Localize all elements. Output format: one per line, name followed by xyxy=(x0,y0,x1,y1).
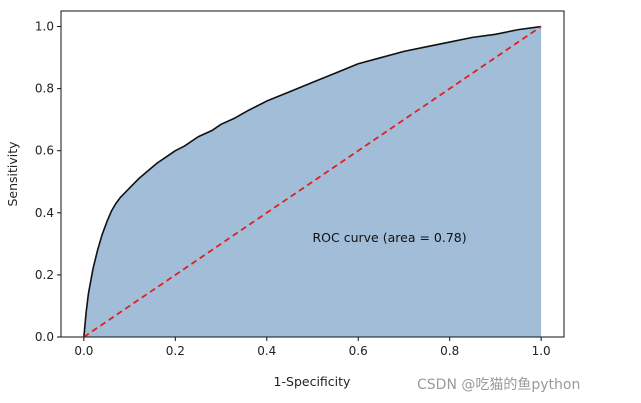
x-tick-label: 0.8 xyxy=(440,344,459,358)
y-tick-label: 0.8 xyxy=(35,82,54,96)
y-tick-label: 0.0 xyxy=(35,330,54,344)
watermark-text: CSDN @吃猫的鱼python xyxy=(417,376,580,393)
y-axis-ticks: 0.0 0.2 0.4 0.6 0.8 1.0 xyxy=(35,20,61,344)
x-tick-label: 0.2 xyxy=(166,344,185,358)
chance-diagonal-line xyxy=(83,25,542,338)
x-axis-label: 1-Specificity xyxy=(274,374,351,389)
y-axis-label: Sensitivity xyxy=(5,141,20,207)
y-tick-label: 0.2 xyxy=(35,268,54,282)
roc-annotation: ROC curve (area = 0.78) xyxy=(313,230,467,245)
roc-curve-line xyxy=(83,25,542,338)
x-tick-label: 0.0 xyxy=(74,344,93,358)
y-tick-label: 0.6 xyxy=(35,144,54,158)
y-tick-label: 1.0 xyxy=(35,20,54,34)
plot-area xyxy=(60,10,565,338)
x-tick-label: 1.0 xyxy=(532,344,551,358)
x-tick-label: 0.4 xyxy=(257,344,276,358)
y-tick-label: 0.4 xyxy=(35,206,54,220)
x-tick-label: 0.6 xyxy=(349,344,368,358)
x-axis-ticks: 0.0 0.2 0.4 0.6 0.8 1.0 xyxy=(74,337,551,358)
